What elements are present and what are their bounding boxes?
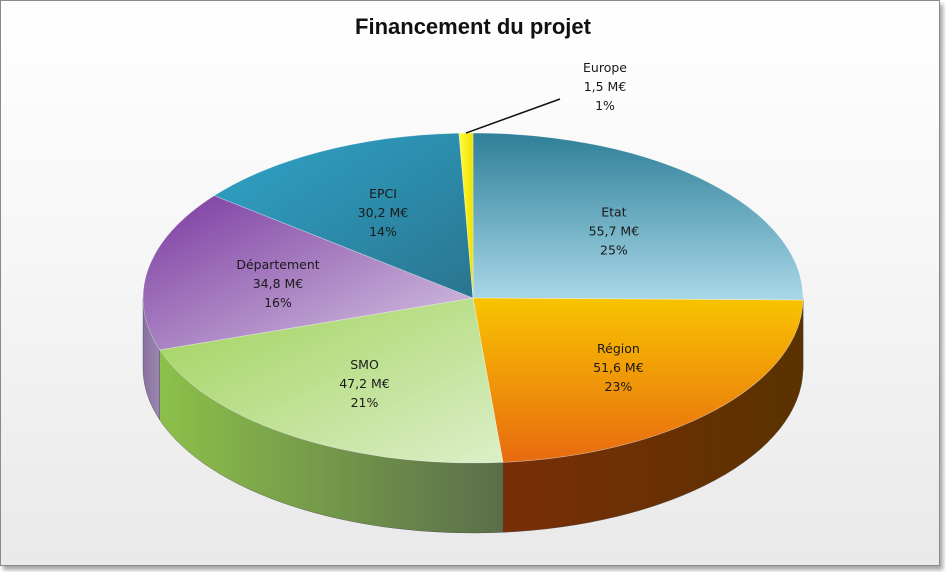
pie-slice-europe: [458, 132, 474, 299]
label-name-etat: Etat: [601, 204, 626, 219]
pie-slice-epci: [213, 132, 474, 299]
pie-labels: Etat 55,7 M€ 25% Région 51,6 M€ 23% SMO 47,2 M€…: [236, 60, 643, 410]
pie-slices: [142, 132, 804, 464]
label-value-etat: 55,7 M€: [589, 223, 640, 238]
label-value-smo: 47,2 M€: [339, 376, 390, 391]
label-name-europe: Europe: [583, 60, 627, 75]
pie-slice-departement: [142, 195, 475, 351]
label-value-region: 51,6 M€: [593, 360, 644, 375]
label-value-epci: 30,2 M€: [358, 205, 409, 220]
label-percent-smo: 21%: [351, 395, 379, 410]
label-percent-epci: 14%: [369, 224, 397, 239]
label-name-smo: SMO: [350, 357, 379, 372]
label-value-departement: 34,8 M€: [253, 276, 304, 291]
pie-slice-region: [472, 297, 804, 463]
pie-slice-etat: [472, 132, 804, 301]
chart-title: Financement du projet: [355, 14, 591, 39]
label-percent-departement: 16%: [264, 295, 292, 310]
label-name-epci: EPCI: [369, 186, 397, 201]
pie-sides: [142, 297, 804, 534]
label-percent-europe: 1%: [595, 98, 615, 113]
label-percent-etat: 25%: [600, 242, 628, 257]
label-value-europe: 1,5 M€: [584, 79, 627, 94]
pie-slice-smo: [159, 297, 504, 464]
leader-line-europe: [465, 98, 561, 134]
label-name-departement: Département: [236, 257, 319, 272]
label-percent-region: 23%: [605, 379, 633, 394]
label-name-region: Région: [597, 341, 640, 356]
